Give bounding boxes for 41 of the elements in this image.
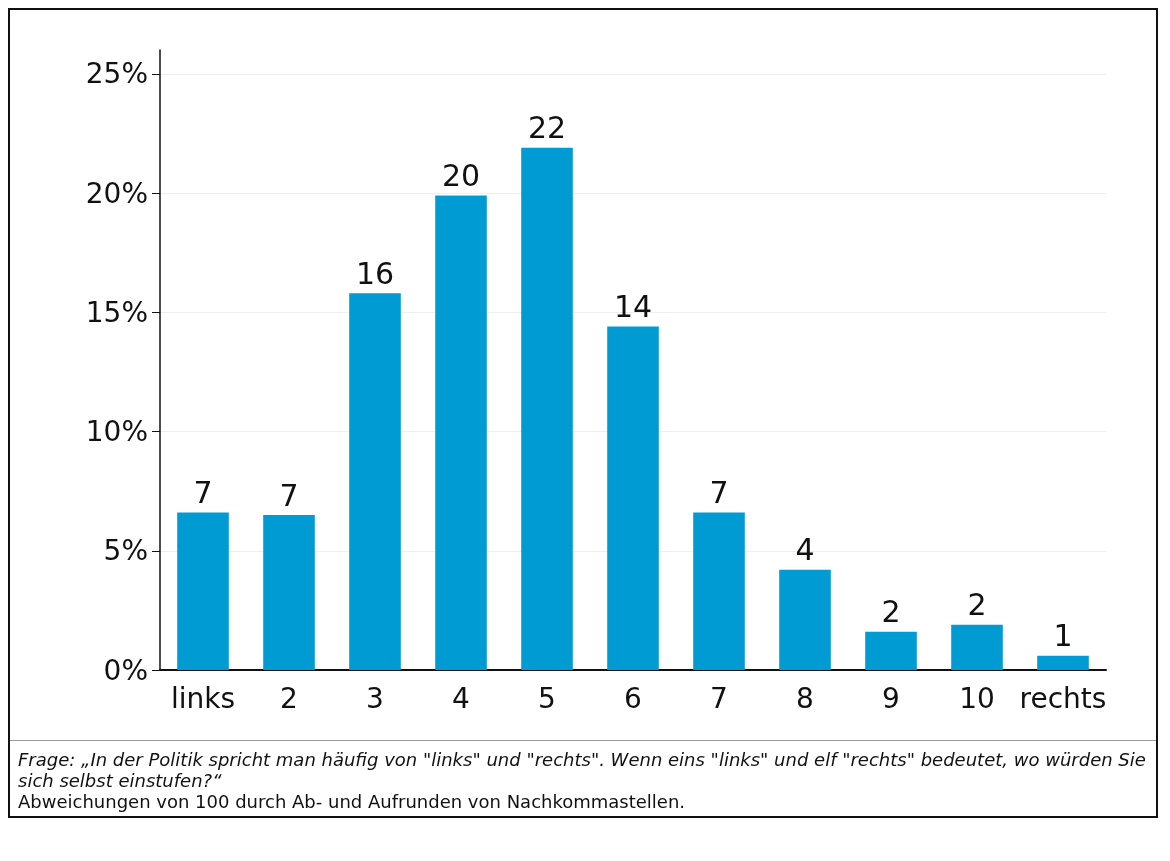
x-tick-label: 7 bbox=[710, 681, 728, 715]
bar bbox=[177, 512, 229, 670]
data-label: 2 bbox=[967, 587, 987, 623]
y-tick-label: 0% bbox=[103, 653, 148, 687]
y-tick-label: 10% bbox=[85, 415, 148, 449]
bar bbox=[521, 147, 573, 670]
y-tick-label: 20% bbox=[85, 176, 148, 210]
data-label: 20 bbox=[441, 157, 481, 193]
x-tick-label: 8 bbox=[796, 681, 814, 715]
data-label: 2 bbox=[881, 594, 901, 630]
data-label: 14 bbox=[613, 289, 653, 325]
data-label: 16 bbox=[355, 255, 395, 291]
data-label: 7 bbox=[193, 475, 213, 511]
bar bbox=[951, 624, 1003, 670]
x-tick-label: 2 bbox=[280, 681, 298, 715]
x-tick-label: links bbox=[170, 681, 236, 715]
data-label: 4 bbox=[795, 532, 815, 568]
bar bbox=[263, 515, 315, 670]
bar bbox=[349, 293, 401, 670]
x-tick-label: rechts bbox=[1019, 681, 1107, 715]
x-tick-label: 6 bbox=[624, 681, 642, 715]
data-label: 7 bbox=[279, 477, 299, 513]
y-tick-label: 25% bbox=[85, 57, 148, 91]
x-tick-label: 4 bbox=[452, 681, 470, 715]
bar bbox=[1037, 655, 1089, 670]
x-tick-label: 10 bbox=[959, 681, 995, 715]
data-label: 22 bbox=[527, 110, 567, 146]
bar bbox=[865, 631, 917, 670]
x-tick-label: 5 bbox=[538, 681, 556, 715]
bar bbox=[607, 326, 659, 670]
text: Frage: „In der Politik spricht man häufig von "links" und "rechts". Wenn eins "links" und elf "rechts" bedeutet, wo würden Sie sich selbst einstufen?“ bbox=[18, 749, 1147, 791]
data-label: 1 bbox=[1053, 618, 1073, 654]
x-tick-label: 3 bbox=[366, 681, 384, 715]
y-tick-label: 15% bbox=[85, 295, 148, 329]
x-tick-label: 9 bbox=[882, 681, 900, 715]
bar bbox=[435, 195, 487, 670]
data-label: 7 bbox=[709, 475, 729, 511]
text: Abweichungen von 100 durch Ab- und Aufrunden von Nachkommastellen. bbox=[18, 791, 687, 812]
bar bbox=[693, 512, 745, 670]
y-tick-label: 5% bbox=[103, 534, 148, 568]
bar bbox=[779, 569, 831, 670]
